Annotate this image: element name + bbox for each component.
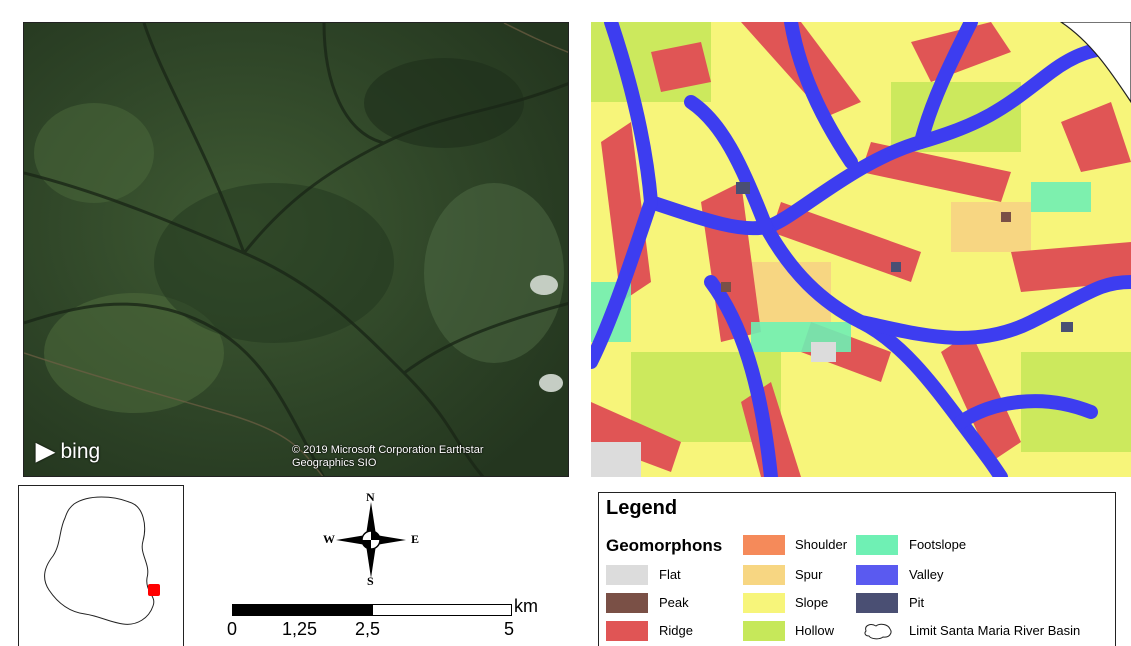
compass-east-label: E — [411, 532, 420, 546]
basin-outline — [44, 496, 160, 625]
legend-label-pit: Pit — [909, 595, 925, 610]
legend-swatch-flat — [606, 565, 648, 585]
legend-swatch-slope — [743, 593, 785, 613]
scale-tick-0: 0 — [227, 619, 238, 639]
compass-north-label: N — [366, 490, 375, 504]
scale-unit: km — [514, 596, 538, 616]
legend-swatch-spur — [743, 565, 785, 585]
geomorphons-raster — [591, 22, 1131, 477]
bing-wordmark: bing — [60, 439, 101, 463]
scale-tick-1: 1,25 — [282, 619, 318, 639]
legend-label-flat: Flat — [659, 567, 681, 582]
legend-subtitle: Geomorphons — [606, 536, 723, 555]
scale-bar-black-segment — [232, 604, 374, 616]
legend-label-valley: Valley — [909, 567, 944, 582]
geomorphons-map — [591, 22, 1131, 477]
imagery-attribution: © 2019 Microsoft Corporation Earthstar G… — [292, 444, 484, 469]
study-area-marker — [148, 584, 160, 596]
compass-south-label: S — [367, 574, 374, 588]
legend-swatch-hollow — [743, 621, 785, 641]
legend-label-basin-limit: Limit Santa Maria River Basin — [909, 623, 1081, 638]
compass-rose-icon — [336, 502, 406, 578]
legend-label-footslope: Footslope — [909, 537, 967, 552]
legend-label-peak: Peak — [659, 595, 689, 610]
legend-label-slope: Slope — [795, 595, 829, 610]
basin-limit-icon — [864, 623, 892, 640]
legend-label-shoulder: Shoulder — [795, 537, 848, 552]
satellite-imagery — [24, 23, 568, 476]
legend-swatch-valley — [856, 565, 898, 585]
legend-label-ridge: Ridge — [659, 623, 693, 638]
legend-swatch-peak — [606, 593, 648, 613]
bing-icon: ▶ — [36, 438, 55, 465]
legend-swatch-shoulder — [743, 535, 785, 555]
scale-tick-2: 2,5 — [355, 619, 381, 639]
legend-swatch-footslope — [856, 535, 898, 555]
bing-logo: ▶ bing — [36, 437, 100, 466]
scale-bar-white-segment — [372, 604, 512, 616]
legend-swatch-pit — [856, 593, 898, 613]
legend-label-hollow: Hollow — [795, 623, 835, 638]
legend-title: Legend — [606, 497, 678, 519]
satellite-map — [23, 22, 569, 477]
inset-locator-map — [18, 485, 184, 646]
legend-label-spur: Spur — [795, 567, 823, 582]
legend-swatch-ridge — [606, 621, 648, 641]
compass-west-label: W — [323, 532, 335, 546]
legend: Legend Geomorphons Flat Peak Ridge Shoul… — [598, 492, 1116, 646]
north-arrow: N S W E — [316, 490, 426, 590]
scale-tick-3: 5 — [504, 619, 515, 639]
